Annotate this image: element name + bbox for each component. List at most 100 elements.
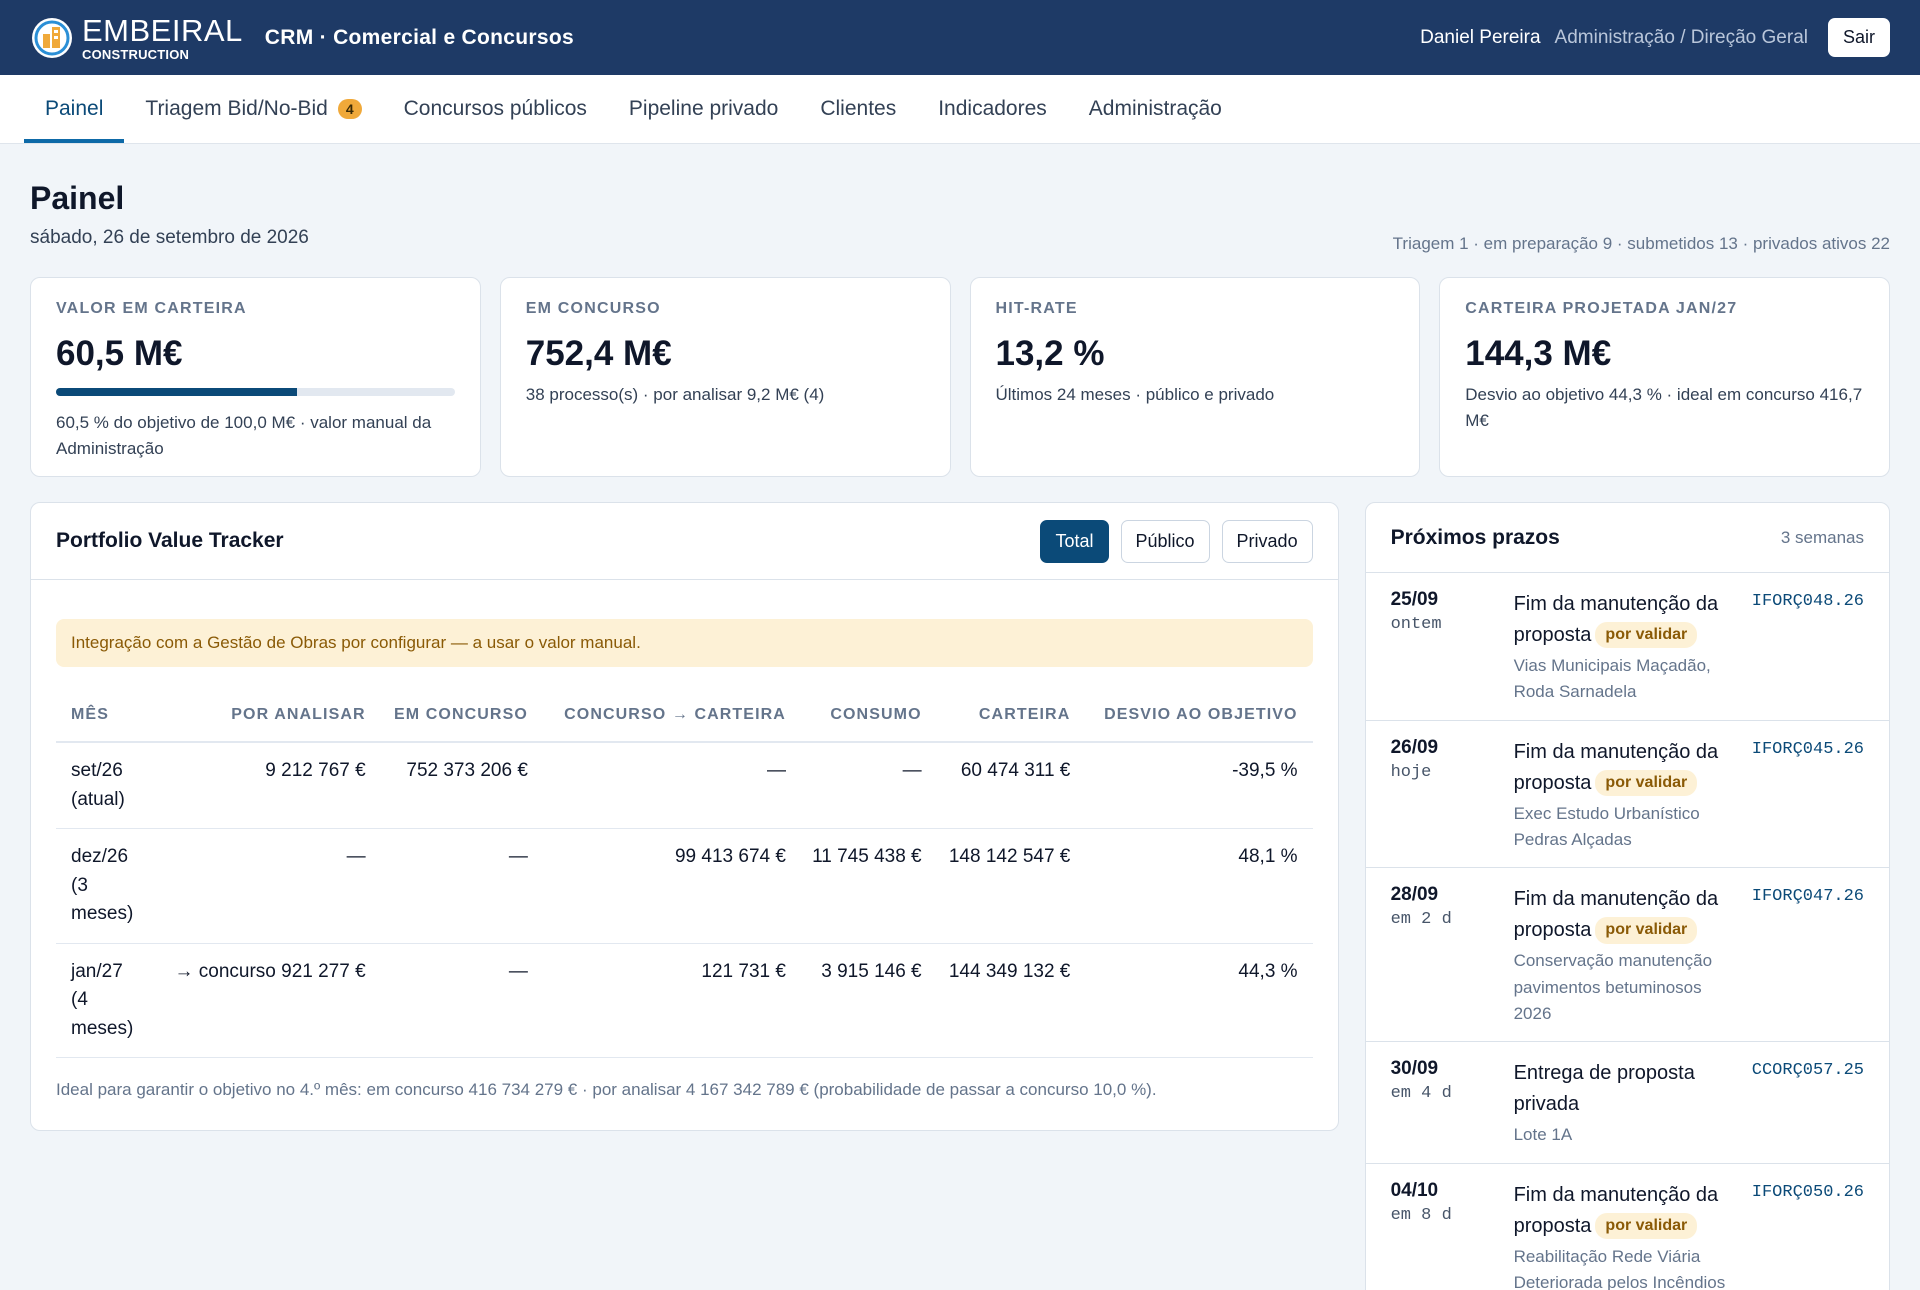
- table-cell: → concurso 921 277 €: [156, 943, 381, 1058]
- table-header-row: MÊS POR ANALISAR EM CONCURSO CONCURSO → …: [56, 689, 1313, 743]
- process-code-link[interactable]: IFORÇ047.26: [1751, 887, 1864, 907]
- process-code-link[interactable]: IFORÇ048.26: [1751, 592, 1864, 611]
- deadline-relative: em 2 d: [1390, 910, 1452, 930]
- deadline-description: Entrega de proposta privada: [1513, 1062, 1695, 1116]
- kpi-card-em-concurso: EM CONCURSO 752,4 M€ 38 processo(s) · po…: [499, 277, 951, 477]
- table-cell: 44,3 %: [1085, 943, 1313, 1058]
- deadline-item[interactable]: 26/09 hoje Fim da manutenção da proposta…: [1365, 721, 1889, 869]
- tab-administracao[interactable]: Administração: [1068, 75, 1243, 143]
- deadline-relative: em 4 d: [1390, 1084, 1452, 1104]
- deadline-item[interactable]: 25/09 ontem Fim da manutenção da propost…: [1365, 573, 1889, 721]
- table-cell: set/26 (atual): [56, 742, 156, 829]
- table-cell: —: [380, 828, 543, 944]
- filter-publico-button[interactable]: Público: [1120, 519, 1210, 563]
- table-row: dez/26 (3 meses) — — 99 413 674 € 11 745…: [56, 828, 1313, 944]
- column-header: CARTEIRA: [936, 689, 1086, 743]
- table-cell: 752 373 206 €: [380, 742, 543, 829]
- tracker-footnote: Ideal para garantir o objetivo no 4.º mê…: [56, 1080, 1157, 1099]
- table-cell: 48,1 %: [1085, 828, 1313, 944]
- filter-total-button[interactable]: Total: [1040, 519, 1109, 563]
- tracker-table: MÊS POR ANALISAR EM CONCURSO CONCURSO → …: [56, 689, 1313, 1058]
- table-cell: dez/26 (3 meses): [56, 828, 156, 944]
- column-header: MÊS: [56, 689, 156, 743]
- portfolio-value-tracker: Portfolio Value Tracker Total Público Pr…: [30, 502, 1339, 1131]
- process-code-link[interactable]: CCORÇ057.25: [1751, 1061, 1864, 1081]
- top-bar: EMBEIRAL CONSTRUCTION CRM · Comercial e …: [0, 0, 1920, 75]
- kpi-note: Desvio ao objetivo 44,3 % · ideal em con…: [1465, 385, 1863, 430]
- kpi-value: 13,2 %: [995, 334, 1105, 373]
- tab-painel[interactable]: Painel: [24, 75, 125, 143]
- kpi-label: VALOR EM CARTEIRA: [56, 300, 247, 317]
- tab-indicadores[interactable]: Indicadores: [917, 75, 1068, 143]
- column-header: CONSUMO: [800, 689, 937, 743]
- status-summary: Triagem 1 · em preparação 9 · submetidos…: [1392, 234, 1890, 253]
- deadline-date: 26/09: [1390, 736, 1439, 758]
- kpi-cards: VALOR EM CARTEIRA 60,5 M€ 60,5 % do obje…: [0, 249, 1920, 477]
- status-badge: por validar: [1595, 1212, 1698, 1240]
- kpi-card-hit-rate: HIT-RATE 13,2 % Últimos 24 meses · públi…: [969, 277, 1421, 477]
- deadline-client: Exec Estudo Urbanístico Pedras Alçadas: [1513, 803, 1700, 850]
- process-code-link[interactable]: IFORÇ045.26: [1751, 739, 1864, 759]
- kpi-card-valor-em-carteira: VALOR EM CARTEIRA 60,5 M€ 60,5 % do obje…: [30, 277, 481, 477]
- deadline-date: 30/09: [1390, 1058, 1439, 1080]
- deadline-client: Vias Municipais Maçadão, Roda Sarnadela: [1513, 656, 1711, 702]
- integration-warning: Integração com a Gestão de Obras por con…: [56, 619, 1313, 667]
- brand-logo[interactable]: EMBEIRAL CONSTRUCTION: [30, 15, 243, 61]
- kpi-card-carteira-projetada: CARTEIRA PROJETADA JAN/27 144,3 M€ Desvi…: [1439, 277, 1890, 477]
- tracker-filter-group: Total Público Privado: [1040, 519, 1313, 563]
- page-title: Painel: [30, 180, 125, 216]
- main-nav: Painel Triagem Bid/No-Bid 4 Concursos pú…: [0, 75, 1920, 144]
- table-cell: —: [542, 742, 801, 829]
- kpi-label: EM CONCURSO: [525, 300, 661, 317]
- company-logo-icon: [32, 17, 72, 58]
- tab-label: Concursos públicos: [403, 97, 587, 120]
- table-cell: —: [800, 742, 937, 829]
- table-cell: —: [380, 943, 543, 1058]
- deadline-item[interactable]: 30/09 em 4 d Entrega de proposta privada…: [1365, 1042, 1889, 1164]
- page-header: Painel sábado, 26 de setembro de 2026 Tr…: [0, 144, 1920, 253]
- tab-label: Triagem Bid/No-Bid: [145, 97, 328, 120]
- objective-progress-fill: [56, 388, 298, 396]
- brand-subtitle: CONSTRUCTION: [82, 46, 190, 62]
- tab-label: Indicadores: [938, 97, 1047, 120]
- tracker-title: Portfolio Value Tracker: [56, 529, 284, 552]
- tab-concursos-publicos[interactable]: Concursos públicos: [383, 75, 608, 143]
- deadline-date: 28/09: [1390, 884, 1439, 906]
- filter-privado-button[interactable]: Privado: [1221, 519, 1313, 563]
- tab-triagem[interactable]: Triagem Bid/No-Bid 4: [124, 75, 382, 143]
- table-cell: 11 745 438 €: [800, 828, 937, 944]
- table-cell: —: [156, 828, 381, 944]
- table-cell: 60 474 311 €: [936, 742, 1086, 829]
- column-header: POR ANALISAR: [156, 689, 381, 743]
- lower-section: Portfolio Value Tracker Total Público Pr…: [0, 477, 1920, 1290]
- deadline-item[interactable]: 04/10 em 8 d Fim da manutenção da propos…: [1366, 1164, 1889, 1290]
- deadline-item[interactable]: 28/09 em 2 d Fim da manutenção da propos…: [1365, 868, 1889, 1043]
- user-name: Daniel Pereira: [1420, 26, 1541, 48]
- tracker-header: Portfolio Value Tracker Total Público Pr…: [31, 503, 1338, 580]
- brand-name: EMBEIRAL: [82, 12, 243, 48]
- deadline-relative: em 8 d: [1390, 1205, 1452, 1225]
- kpi-label: CARTEIRA PROJETADA JAN/27: [1465, 300, 1738, 317]
- deadline-relative: ontem: [1390, 615, 1442, 634]
- deadline-client: Reabilitação Rede Viária Deteriorada pel…: [1513, 1246, 1726, 1290]
- table-cell: 99 413 674 €: [542, 828, 801, 944]
- page-date: sábado, 26 de setembro de 2026: [30, 227, 309, 248]
- deadline-date: 25/09: [1390, 589, 1439, 610]
- kpi-value: 60,5 M€: [56, 334, 183, 373]
- column-header: CONCURSO → CARTEIRA: [542, 689, 801, 743]
- tab-clientes[interactable]: Clientes: [799, 75, 917, 143]
- tab-label: Painel: [45, 97, 104, 120]
- user-role: Administração / Direção Geral: [1554, 26, 1808, 48]
- kpi-label: HIT-RATE: [995, 300, 1078, 317]
- deadline-client: Lote 1A: [1513, 1125, 1573, 1145]
- table-cell: 9 212 767 €: [156, 742, 381, 829]
- table-row: set/26 (atual) 9 212 767 € 752 373 206 €…: [56, 742, 1313, 829]
- deadlines-title: Próximos prazos: [1390, 525, 1560, 549]
- deadline-relative: hoje: [1390, 762, 1432, 782]
- kpi-note: Últimos 24 meses · público e privado: [995, 385, 1275, 404]
- logout-button[interactable]: Sair: [1827, 18, 1890, 57]
- process-code-link[interactable]: IFORÇ050.26: [1751, 1182, 1864, 1202]
- tab-pipeline-privado[interactable]: Pipeline privado: [608, 75, 799, 143]
- kpi-note: 60,5 % do objetivo de 100,0 M€ · valor m…: [56, 413, 432, 458]
- table-cell: 144 349 132 €: [936, 943, 1086, 1058]
